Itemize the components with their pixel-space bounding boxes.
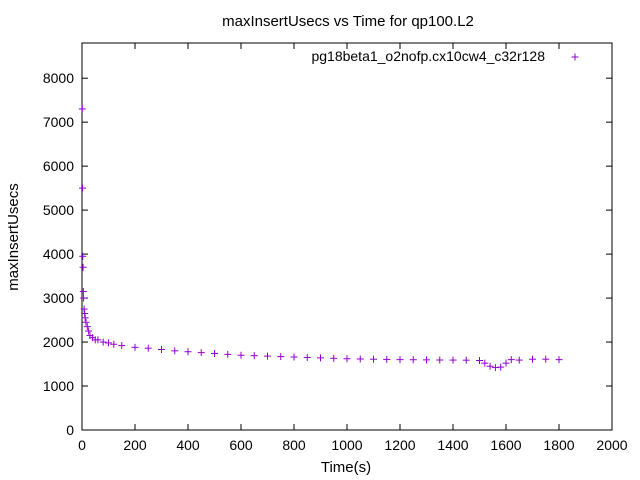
y-tick-label: 4000 [43,246,74,262]
data-point [79,263,87,271]
data-point [383,355,391,363]
data-point [529,355,536,363]
data-point [197,349,205,357]
x-axis-label: Time(s) [321,459,371,476]
data-point [436,356,444,364]
x-tick-label: 800 [282,437,306,453]
y-tick-label: 3000 [43,290,74,306]
data-point [481,359,489,367]
data-point [449,356,457,364]
legend: pg18beta1_o2nofp.cx10cw4_c32r128 [311,48,579,64]
data-point [462,356,470,364]
data-point [224,350,232,358]
y-tick-label: 2000 [43,334,74,350]
x-tick-label: 0 [78,437,86,453]
data-point [264,352,271,360]
data-point [507,356,515,364]
chart-title: maxInsertUsecs vs Time for qp100.L2 [222,13,474,30]
x-tick-label: 200 [123,437,147,453]
data-point [476,357,483,365]
y-tick-label: 8000 [43,70,74,86]
data-point [211,349,218,357]
data-point [85,327,93,335]
y-tick-label: 0 [66,422,74,438]
data-points [78,105,563,372]
y-tick-label: 6000 [43,158,74,174]
data-point [502,359,510,367]
data-point [81,314,89,322]
data-point [94,336,102,344]
data-point [356,355,364,363]
x-tick-label: 1000 [331,437,362,453]
x-tick-label: 1200 [384,437,415,453]
data-point [343,355,351,363]
data-point [118,342,126,350]
data-point [184,348,192,356]
axis-ticks: 0 200 400 600 800 1000 1200 1400 1600 1800 2000 0 10… [43,43,628,453]
data-point [396,356,404,364]
x-tick-label: 1400 [437,437,468,453]
legend-marker-symbol [571,53,579,61]
data-point [79,184,87,192]
data-point [131,343,139,351]
data-point [80,294,88,302]
legend-label: pg18beta1_o2nofp.cx10cw4_c32r128 [311,48,545,64]
data-point [105,339,112,347]
plot-frame [81,42,613,431]
x-tick-label: 1800 [543,437,574,453]
y-axis-label: maxInsertUsecs [5,183,22,291]
data-point [317,354,324,362]
data-point [158,346,165,354]
data-point [110,340,118,348]
data-point [370,355,377,363]
data-point [515,356,523,364]
data-point [78,105,86,113]
data-point [82,318,90,326]
y-tick-label: 7000 [43,114,74,130]
data-point [79,252,87,260]
data-point [486,362,494,370]
x-tick-label: 2000 [596,437,627,453]
x-tick-label: 600 [229,437,253,453]
y-tick-label: 1000 [43,378,74,394]
data-point [330,354,338,362]
data-point [290,353,298,361]
x-tick-label: 1600 [490,437,521,453]
data-point [80,305,88,313]
data-point [144,344,152,352]
data-point [250,352,258,360]
data-point [171,347,179,355]
data-point [555,356,563,364]
data-point [277,353,285,361]
data-point [83,323,91,331]
data-point [542,355,550,363]
data-point [79,287,87,295]
data-point [303,353,311,361]
data-point [81,309,89,317]
data-point [99,338,107,346]
data-point [237,351,245,359]
data-point [497,363,505,371]
y-tick-label: 5000 [43,202,74,218]
x-tick-label: 400 [176,437,200,453]
legend-marker [571,53,579,61]
data-point [409,356,417,364]
data-point [423,356,430,364]
